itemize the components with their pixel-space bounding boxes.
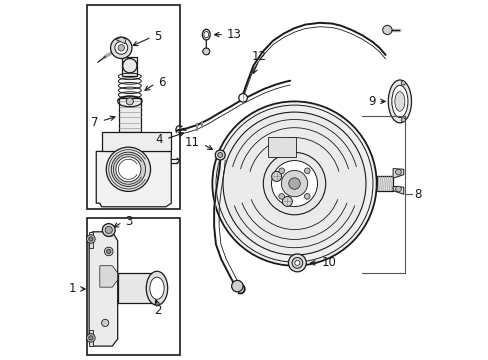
Circle shape <box>86 334 95 342</box>
Ellipse shape <box>146 271 167 305</box>
Circle shape <box>106 147 150 192</box>
Circle shape <box>111 152 145 186</box>
Text: 11: 11 <box>184 136 199 149</box>
Circle shape <box>291 257 302 268</box>
Bar <box>267 137 296 157</box>
Text: 3: 3 <box>124 215 132 228</box>
Circle shape <box>104 247 113 256</box>
Circle shape <box>278 168 284 174</box>
Polygon shape <box>102 132 171 152</box>
Bar <box>376 176 392 191</box>
Circle shape <box>105 226 112 234</box>
Circle shape <box>203 48 209 55</box>
Bar <box>118 273 157 303</box>
Circle shape <box>304 193 309 199</box>
Circle shape <box>88 336 93 340</box>
Circle shape <box>231 280 243 292</box>
Bar <box>87 217 180 355</box>
Ellipse shape <box>394 91 404 111</box>
Circle shape <box>110 37 132 59</box>
Circle shape <box>382 25 391 35</box>
Circle shape <box>304 168 309 174</box>
Polygon shape <box>100 266 118 287</box>
Circle shape <box>271 171 281 181</box>
Bar <box>122 57 137 76</box>
Polygon shape <box>89 232 93 248</box>
Ellipse shape <box>387 80 411 123</box>
Circle shape <box>278 193 284 199</box>
Circle shape <box>216 105 372 262</box>
Ellipse shape <box>203 31 208 38</box>
Text: 13: 13 <box>226 28 242 41</box>
Circle shape <box>106 249 111 253</box>
Circle shape <box>115 41 127 54</box>
Circle shape <box>88 237 93 241</box>
Circle shape <box>263 152 325 215</box>
Circle shape <box>223 112 365 255</box>
Circle shape <box>282 197 292 206</box>
Circle shape <box>400 81 405 85</box>
Text: 4: 4 <box>155 134 163 147</box>
Circle shape <box>288 178 300 189</box>
Text: 10: 10 <box>321 256 336 269</box>
Polygon shape <box>392 186 403 194</box>
Circle shape <box>102 319 108 327</box>
Circle shape <box>116 157 141 182</box>
Circle shape <box>395 169 401 175</box>
Circle shape <box>281 170 307 197</box>
Circle shape <box>400 118 405 122</box>
Polygon shape <box>89 232 118 346</box>
Text: 5: 5 <box>154 30 162 43</box>
Ellipse shape <box>149 277 164 299</box>
Circle shape <box>288 254 305 272</box>
Ellipse shape <box>202 29 210 40</box>
Circle shape <box>86 235 95 243</box>
Polygon shape <box>96 152 171 207</box>
Text: 7: 7 <box>91 116 99 129</box>
Text: 9: 9 <box>367 95 375 108</box>
Circle shape <box>294 260 299 265</box>
Circle shape <box>102 224 115 237</box>
Text: 8: 8 <box>413 188 421 201</box>
Circle shape <box>217 153 222 157</box>
Polygon shape <box>392 168 403 178</box>
Circle shape <box>395 186 401 192</box>
Bar <box>119 98 141 132</box>
Text: 6: 6 <box>158 76 165 89</box>
Polygon shape <box>89 330 93 346</box>
Circle shape <box>238 94 247 102</box>
Bar <box>87 5 180 208</box>
Text: 2: 2 <box>154 304 162 317</box>
Text: 12: 12 <box>251 50 266 63</box>
Ellipse shape <box>391 85 407 117</box>
Polygon shape <box>116 37 125 44</box>
Circle shape <box>126 98 133 105</box>
Circle shape <box>215 150 225 160</box>
Circle shape <box>271 161 317 207</box>
Text: 1: 1 <box>69 283 77 296</box>
Circle shape <box>212 102 376 266</box>
Circle shape <box>118 45 124 51</box>
